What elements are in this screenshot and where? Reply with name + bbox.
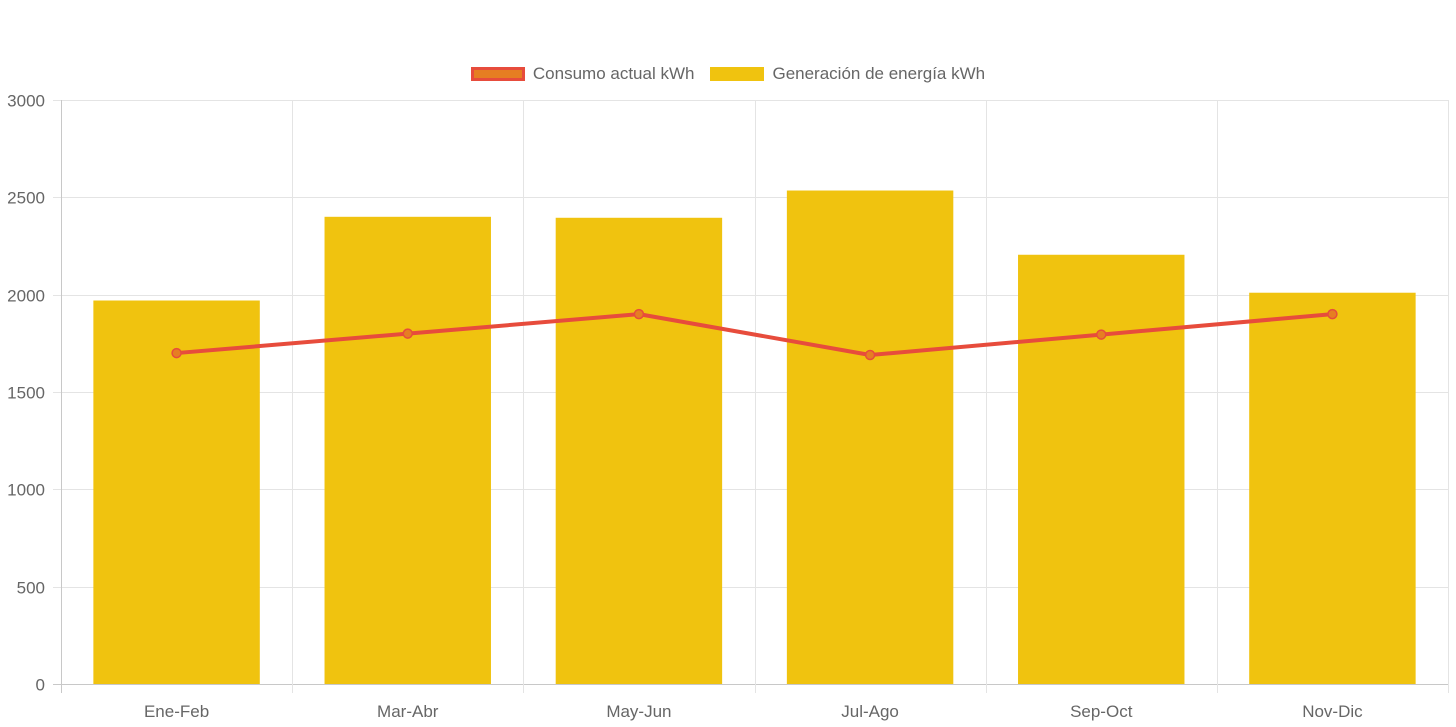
legend-label-generacion: Generación de energía kWh: [772, 64, 986, 83]
axes: 0 500 1000 1500 2000 2500 3000 Ene-Feb Mar-Abr Ma…: [7, 92, 1363, 722]
y-tick-label: 1500: [7, 384, 45, 403]
x-tick-label: Ene-Feb: [144, 702, 209, 721]
bar: [324, 216, 491, 685]
y-tick-label: 0: [36, 676, 45, 695]
x-tick-label: Sep-Oct: [1070, 702, 1133, 721]
bar: [555, 217, 723, 685]
y-tick-label: 2000: [7, 287, 45, 306]
line-point: [1096, 329, 1107, 340]
line-point: [402, 328, 413, 339]
bar: [93, 300, 260, 684]
legend-label-consumo: Consumo actual kWh: [532, 64, 695, 83]
line-path: [176, 312, 1333, 358]
legend-item-generacion[interactable]: Generación de energía kWh: [710, 64, 985, 84]
line-point: [1327, 308, 1338, 320]
x-tick-label: May-Jun: [606, 702, 671, 721]
y-tick-label: 2500: [7, 189, 45, 208]
y-tick-label: 1000: [7, 481, 45, 500]
chart-legend: Consumo actual kWh Generación de energía…: [0, 64, 1456, 84]
y-tick-label: 3000: [7, 92, 45, 111]
legend-swatch-generacion: [710, 67, 765, 81]
y-tick-label: 500: [17, 579, 45, 598]
line-point: [864, 349, 876, 361]
x-tick-label: Nov-Dic: [1302, 702, 1363, 721]
line-point: [633, 308, 645, 320]
bar-series: [93, 190, 1416, 685]
legend-swatch-consumo: [470, 67, 525, 81]
grid-lines: [53, 100, 1449, 693]
bar: [786, 190, 954, 684]
bar: [1018, 254, 1185, 684]
x-tick-label: Jul-Ago: [841, 702, 899, 721]
line-point: [171, 347, 182, 359]
legend-item-consumo[interactable]: Consumo actual kWh: [470, 64, 695, 84]
bar: [1249, 292, 1416, 684]
x-tick-label: Mar-Abr: [377, 702, 439, 721]
line-series: [171, 308, 1338, 361]
